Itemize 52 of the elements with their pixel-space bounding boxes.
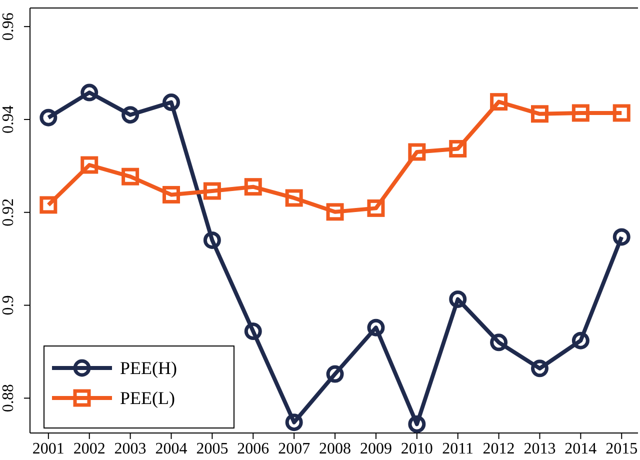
y-tick-label: 0.88 bbox=[0, 384, 17, 412]
point bbox=[244, 322, 262, 340]
point bbox=[490, 334, 508, 352]
x-tick-label: 2014 bbox=[564, 440, 597, 458]
y-tick-label: 0.9 bbox=[0, 295, 17, 316]
point bbox=[326, 203, 344, 221]
point bbox=[40, 196, 58, 214]
x-tick-label: 2001 bbox=[32, 440, 64, 458]
point bbox=[203, 231, 221, 249]
legend-label: PEE(H) bbox=[120, 358, 177, 378]
x-tick-label: 2011 bbox=[442, 440, 474, 458]
point bbox=[326, 365, 344, 383]
x-tick-label: 2008 bbox=[319, 440, 352, 458]
point bbox=[408, 415, 426, 433]
x-tick-label: 2012 bbox=[482, 440, 515, 458]
point bbox=[367, 199, 385, 217]
x-tick-label: 2009 bbox=[360, 440, 392, 458]
point bbox=[122, 106, 140, 124]
x-tick-label: 2013 bbox=[524, 440, 556, 458]
point bbox=[367, 318, 385, 336]
x-tick-label: 2004 bbox=[155, 440, 188, 458]
point bbox=[612, 228, 630, 246]
point bbox=[285, 414, 303, 432]
legend-label: PEE(L) bbox=[120, 388, 175, 408]
x-tick-label: 2005 bbox=[196, 440, 228, 458]
point bbox=[572, 104, 590, 122]
point bbox=[122, 168, 140, 186]
point bbox=[162, 94, 180, 112]
point bbox=[408, 143, 426, 161]
point bbox=[80, 84, 98, 102]
point bbox=[162, 186, 180, 204]
point bbox=[285, 189, 303, 207]
point bbox=[572, 332, 590, 350]
x-tick-label: 2010 bbox=[400, 440, 433, 458]
point bbox=[244, 178, 262, 196]
point bbox=[490, 93, 508, 111]
x-tick-label: 2003 bbox=[114, 440, 146, 458]
y-tick-label: 0.96 bbox=[0, 12, 17, 41]
point bbox=[449, 290, 467, 308]
point bbox=[203, 182, 221, 200]
point bbox=[80, 156, 98, 174]
point bbox=[530, 360, 548, 378]
x-tick-label: 2007 bbox=[278, 440, 310, 458]
y-tick-label: 0.92 bbox=[0, 198, 17, 226]
x-tick-label: 2002 bbox=[73, 440, 106, 458]
point bbox=[530, 105, 548, 123]
point bbox=[449, 140, 467, 158]
x-tick-label: 2015 bbox=[606, 440, 638, 458]
x-tick-label: 2006 bbox=[237, 440, 270, 458]
point bbox=[40, 108, 58, 126]
y-tick-label: 0.94 bbox=[0, 105, 17, 134]
point bbox=[612, 104, 630, 122]
